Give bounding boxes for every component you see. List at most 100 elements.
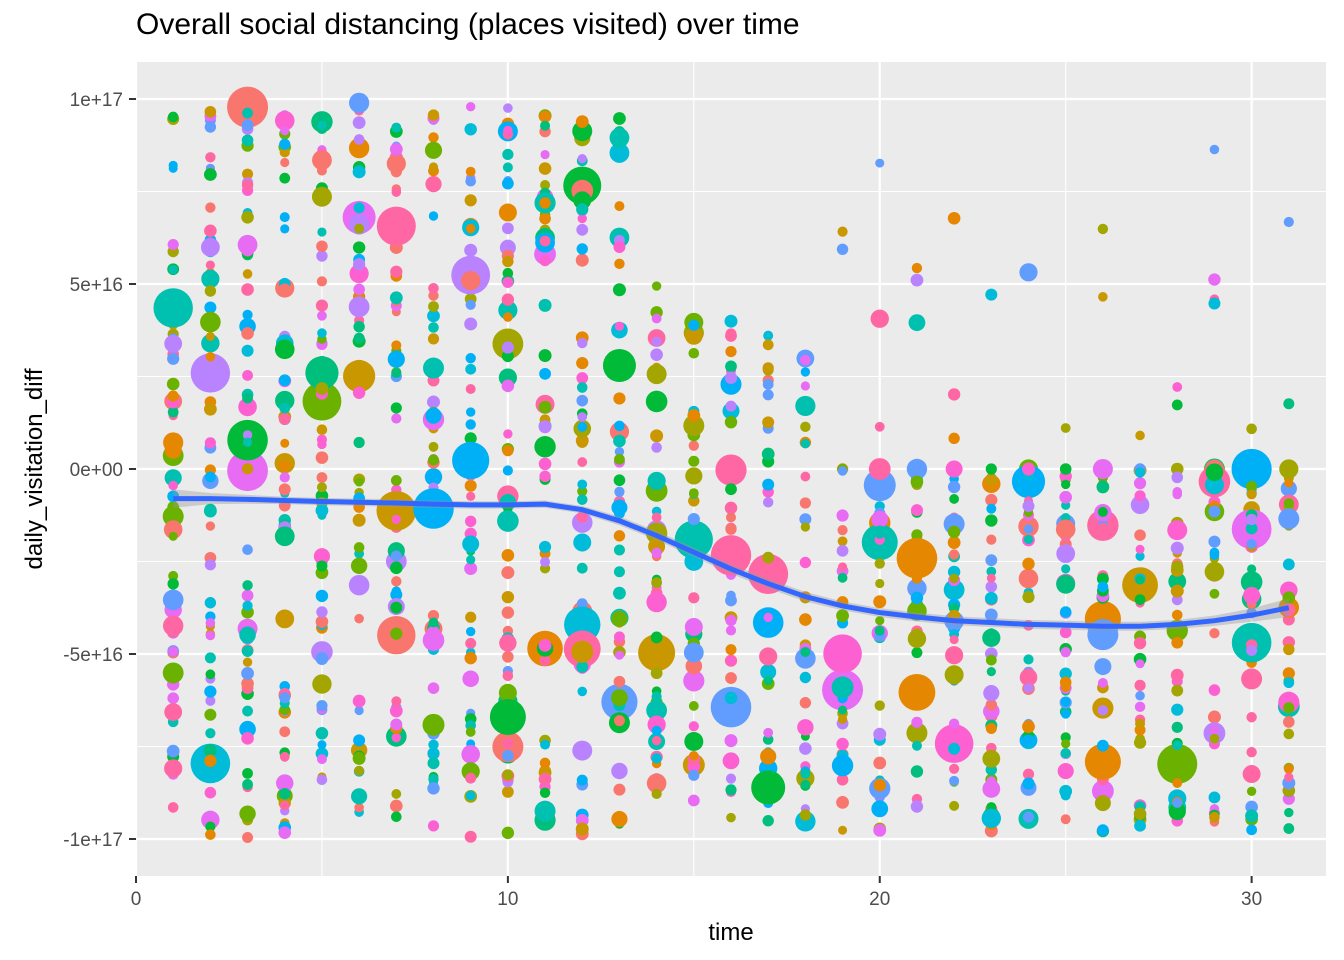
data-point [838, 705, 848, 715]
data-point [428, 132, 439, 143]
data-point [949, 775, 960, 786]
data-point [167, 352, 180, 365]
data-point [795, 395, 816, 417]
data-point [724, 691, 738, 705]
data-point [762, 362, 774, 374]
data-point [204, 652, 216, 664]
data-point [1171, 609, 1183, 621]
data-point [391, 340, 402, 351]
data-point [984, 608, 998, 622]
data-point [1134, 467, 1146, 478]
data-point [609, 143, 630, 163]
data-point [650, 631, 663, 644]
data-point [539, 655, 551, 667]
data-point [1135, 690, 1145, 701]
data-point [611, 810, 628, 828]
data-point [501, 549, 515, 562]
data-point [1135, 430, 1145, 441]
data-point [422, 629, 445, 652]
data-point [274, 110, 295, 131]
data-point [242, 600, 253, 611]
data-point [391, 187, 402, 197]
data-point [871, 510, 889, 528]
data-point [576, 357, 589, 370]
data-point [1245, 522, 1258, 535]
data-point [279, 402, 291, 414]
x-tick-label: 20 [869, 889, 890, 910]
data-point [465, 727, 476, 737]
data-point [986, 573, 996, 583]
data-point [907, 578, 927, 598]
data-point [242, 269, 253, 279]
data-point [1060, 709, 1071, 719]
data-point [390, 561, 403, 575]
data-point [800, 768, 811, 779]
data-point [465, 772, 477, 784]
smooth-line [173, 496, 1290, 629]
data-point [1094, 658, 1112, 676]
data-point [1167, 520, 1188, 541]
data-point [613, 715, 625, 727]
data-point [577, 686, 588, 697]
data-point [164, 441, 182, 459]
data-point [1061, 564, 1071, 574]
data-point [1022, 768, 1035, 780]
data-point [1208, 273, 1221, 286]
data-point [239, 626, 256, 644]
data-point [1172, 797, 1183, 808]
data-point [204, 105, 217, 118]
data-point [1168, 572, 1187, 591]
data-point [427, 333, 440, 345]
data-point [910, 475, 924, 489]
data-point [428, 290, 439, 301]
data-point [538, 349, 552, 363]
data-point [1061, 739, 1071, 749]
data-point [241, 463, 254, 475]
data-point [205, 351, 216, 362]
data-point [874, 625, 885, 636]
data-point [1209, 588, 1220, 599]
data-point [573, 533, 592, 552]
data-point [465, 166, 476, 177]
data-point [1209, 550, 1220, 560]
data-point [498, 300, 518, 320]
data-point [948, 432, 960, 445]
data-point [985, 554, 998, 567]
data-point [164, 334, 183, 353]
data-point [646, 364, 667, 385]
data-point [351, 788, 368, 805]
data-point [498, 683, 517, 702]
data-point [1241, 668, 1263, 690]
data-point [614, 487, 625, 498]
data-point [1170, 462, 1184, 476]
data-point [428, 162, 439, 172]
data-point [576, 562, 588, 574]
data-point [354, 613, 364, 624]
data-point [614, 650, 625, 660]
data-point [577, 457, 588, 467]
data-point [948, 742, 961, 755]
data-point [910, 800, 924, 813]
data-point [726, 512, 736, 523]
data-point [316, 754, 327, 765]
data-point [613, 434, 626, 448]
data-point [465, 626, 476, 637]
data-point [502, 769, 514, 781]
data-point [1022, 777, 1035, 790]
data-point [427, 309, 440, 323]
data-point [724, 314, 738, 328]
data-point [502, 276, 514, 289]
data-point [162, 662, 184, 684]
data-point [1097, 705, 1109, 716]
data-point [613, 675, 626, 688]
data-point [540, 180, 551, 191]
data-point [982, 780, 1001, 798]
data-point [1060, 790, 1071, 801]
data-point [1170, 668, 1184, 682]
data-point [576, 382, 588, 393]
data-point [1135, 551, 1145, 561]
data-point [947, 480, 961, 494]
data-point [614, 453, 625, 465]
data-point [576, 661, 589, 673]
data-point [391, 122, 402, 133]
